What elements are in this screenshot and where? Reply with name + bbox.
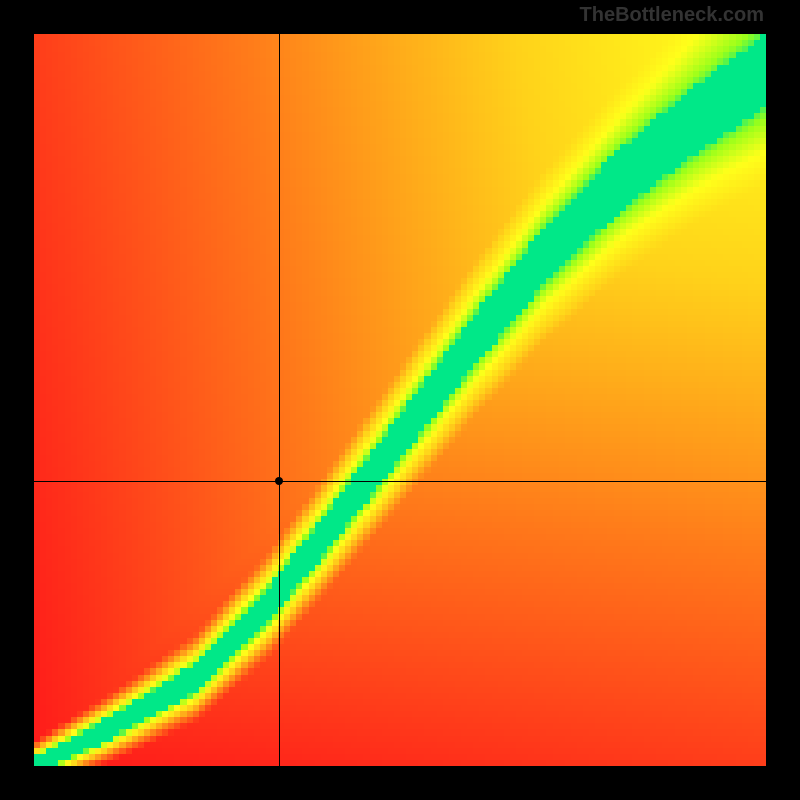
crosshair-horizontal xyxy=(34,481,766,482)
crosshair-dot xyxy=(275,477,283,485)
heatmap-canvas xyxy=(34,34,766,766)
heatmap-plot xyxy=(34,34,766,766)
watermark-text: TheBottleneck.com xyxy=(580,4,764,27)
crosshair-vertical xyxy=(279,34,280,766)
